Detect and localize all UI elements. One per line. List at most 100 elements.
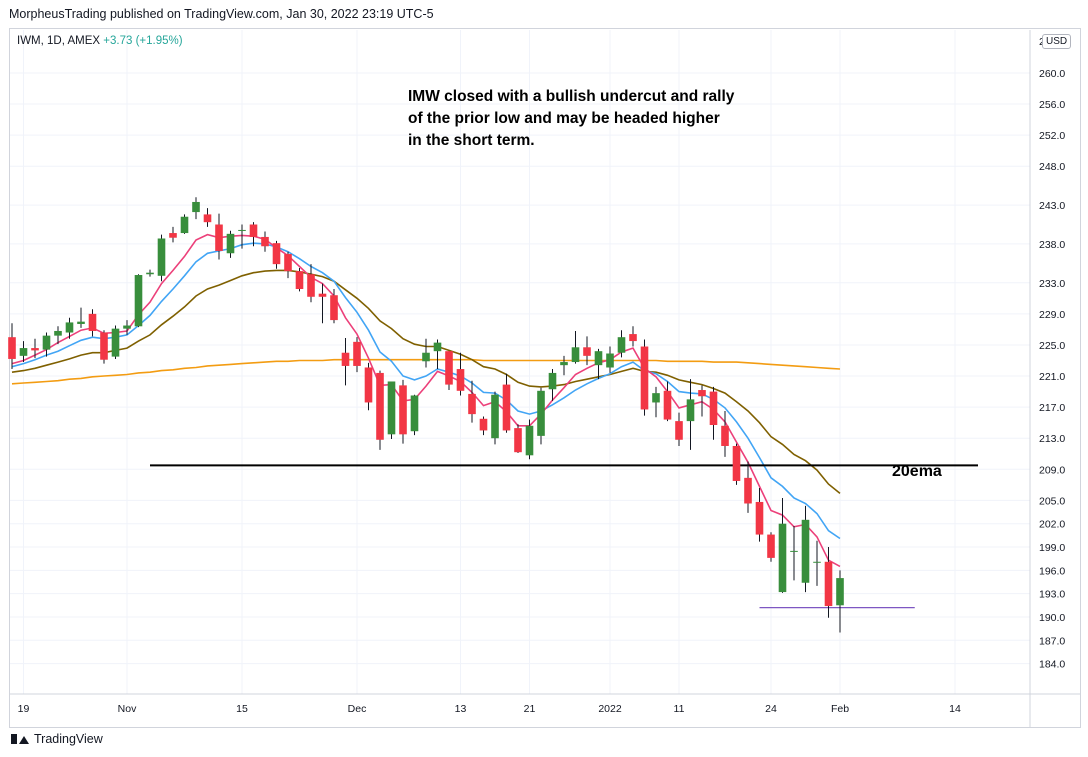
candle (456, 352, 465, 396)
candle (180, 214, 189, 234)
y-tick-label: 260.0 (1039, 68, 1065, 80)
candle (790, 526, 798, 581)
candle-body (410, 395, 419, 432)
candle (433, 339, 442, 370)
candle (824, 547, 833, 618)
candle (65, 317, 74, 339)
candle (537, 387, 545, 445)
candle (330, 289, 338, 324)
annotation-note: IMW closed with a bullish undercut and r… (408, 88, 735, 149)
candles (8, 197, 844, 633)
candle-body (824, 561, 833, 607)
candle-body (192, 201, 200, 213)
candle (594, 348, 603, 380)
candle-body (31, 348, 39, 351)
candle-body (686, 399, 695, 422)
candle-body (778, 523, 787, 593)
x-tick-label: Dec (348, 703, 367, 715)
candle-body (111, 328, 120, 357)
candle (410, 394, 419, 436)
candle (157, 234, 166, 282)
candle-body (123, 325, 131, 329)
candle-body (399, 385, 407, 435)
x-tick-label: 21 (524, 703, 536, 715)
y-tick-label: 193.0 (1039, 589, 1065, 601)
candle (19, 341, 28, 363)
footer-brand[interactable]: TradingView (11, 732, 103, 746)
candle-body (249, 224, 258, 237)
candle (755, 487, 764, 542)
candle (238, 224, 246, 249)
candle-body (364, 367, 373, 403)
candle-body (238, 229, 246, 231)
candle-body (491, 394, 499, 439)
x-tick-label: 24 (765, 703, 777, 715)
candle (617, 330, 626, 358)
candle-body (42, 335, 51, 350)
footer-brand-label: TradingView (34, 732, 103, 746)
x-tick-label: Nov (118, 703, 137, 715)
candle-body (663, 390, 672, 420)
candle (767, 532, 775, 562)
candle (169, 226, 177, 243)
candle-body (376, 372, 384, 440)
candle-body (836, 578, 844, 606)
y-tick-label: 229.0 (1039, 309, 1065, 321)
y-tick-label: 248.0 (1039, 161, 1065, 173)
candle-body (571, 347, 580, 363)
candle (778, 498, 787, 593)
candle (652, 386, 660, 418)
y-tick-label: 209.0 (1039, 464, 1065, 476)
candle-body (617, 337, 626, 353)
candle (399, 379, 407, 444)
candle-body (215, 224, 223, 251)
y-tick-label: 187.0 (1039, 635, 1065, 647)
candle-body (468, 393, 476, 415)
candle-body (675, 421, 683, 440)
candle (583, 336, 591, 366)
x-axis-ticks: 19 Nov 15 Dec 13 21 2022 11 24 Feb 14 (18, 703, 961, 715)
candle (801, 505, 810, 593)
candle (606, 346, 614, 373)
grid-lines (10, 30, 1030, 694)
candle-body (77, 321, 85, 324)
candle (468, 380, 476, 423)
x-tick-label: Feb (831, 703, 849, 715)
candle-body (330, 295, 338, 321)
candle-body (387, 381, 396, 435)
candle (698, 385, 706, 417)
candle (675, 412, 683, 446)
x-tick-label: 11 (674, 703, 685, 715)
candle (77, 307, 85, 328)
publisher-line: MorpheusTrading published on TradingView… (9, 7, 434, 21)
candle-body (813, 561, 821, 563)
y-tick-label: 202.0 (1039, 519, 1065, 531)
candle (192, 197, 200, 220)
candle (629, 326, 637, 347)
candle (215, 213, 223, 260)
candle-body (54, 330, 62, 336)
candle (42, 332, 51, 357)
y-tick-label: 225.0 (1039, 340, 1065, 352)
candle (709, 386, 718, 440)
candle (525, 419, 534, 460)
candle (744, 461, 752, 513)
candle (8, 323, 16, 370)
candle-body (732, 445, 741, 481)
candle (387, 381, 396, 439)
candle (732, 443, 741, 485)
candle (813, 540, 821, 586)
candle-body (272, 243, 281, 265)
currency-badge[interactable]: USD (1042, 34, 1072, 49)
candle-body (203, 214, 212, 223)
annotation-line: in the short term. (408, 132, 535, 149)
candle (123, 320, 131, 335)
candle-body (8, 337, 16, 359)
candle (54, 326, 62, 345)
y-tick-label: 217.0 (1039, 402, 1065, 414)
candle-body (88, 313, 97, 331)
y-tick-label: 238.0 (1039, 239, 1065, 251)
candle-body (594, 351, 603, 366)
candle (376, 370, 384, 450)
